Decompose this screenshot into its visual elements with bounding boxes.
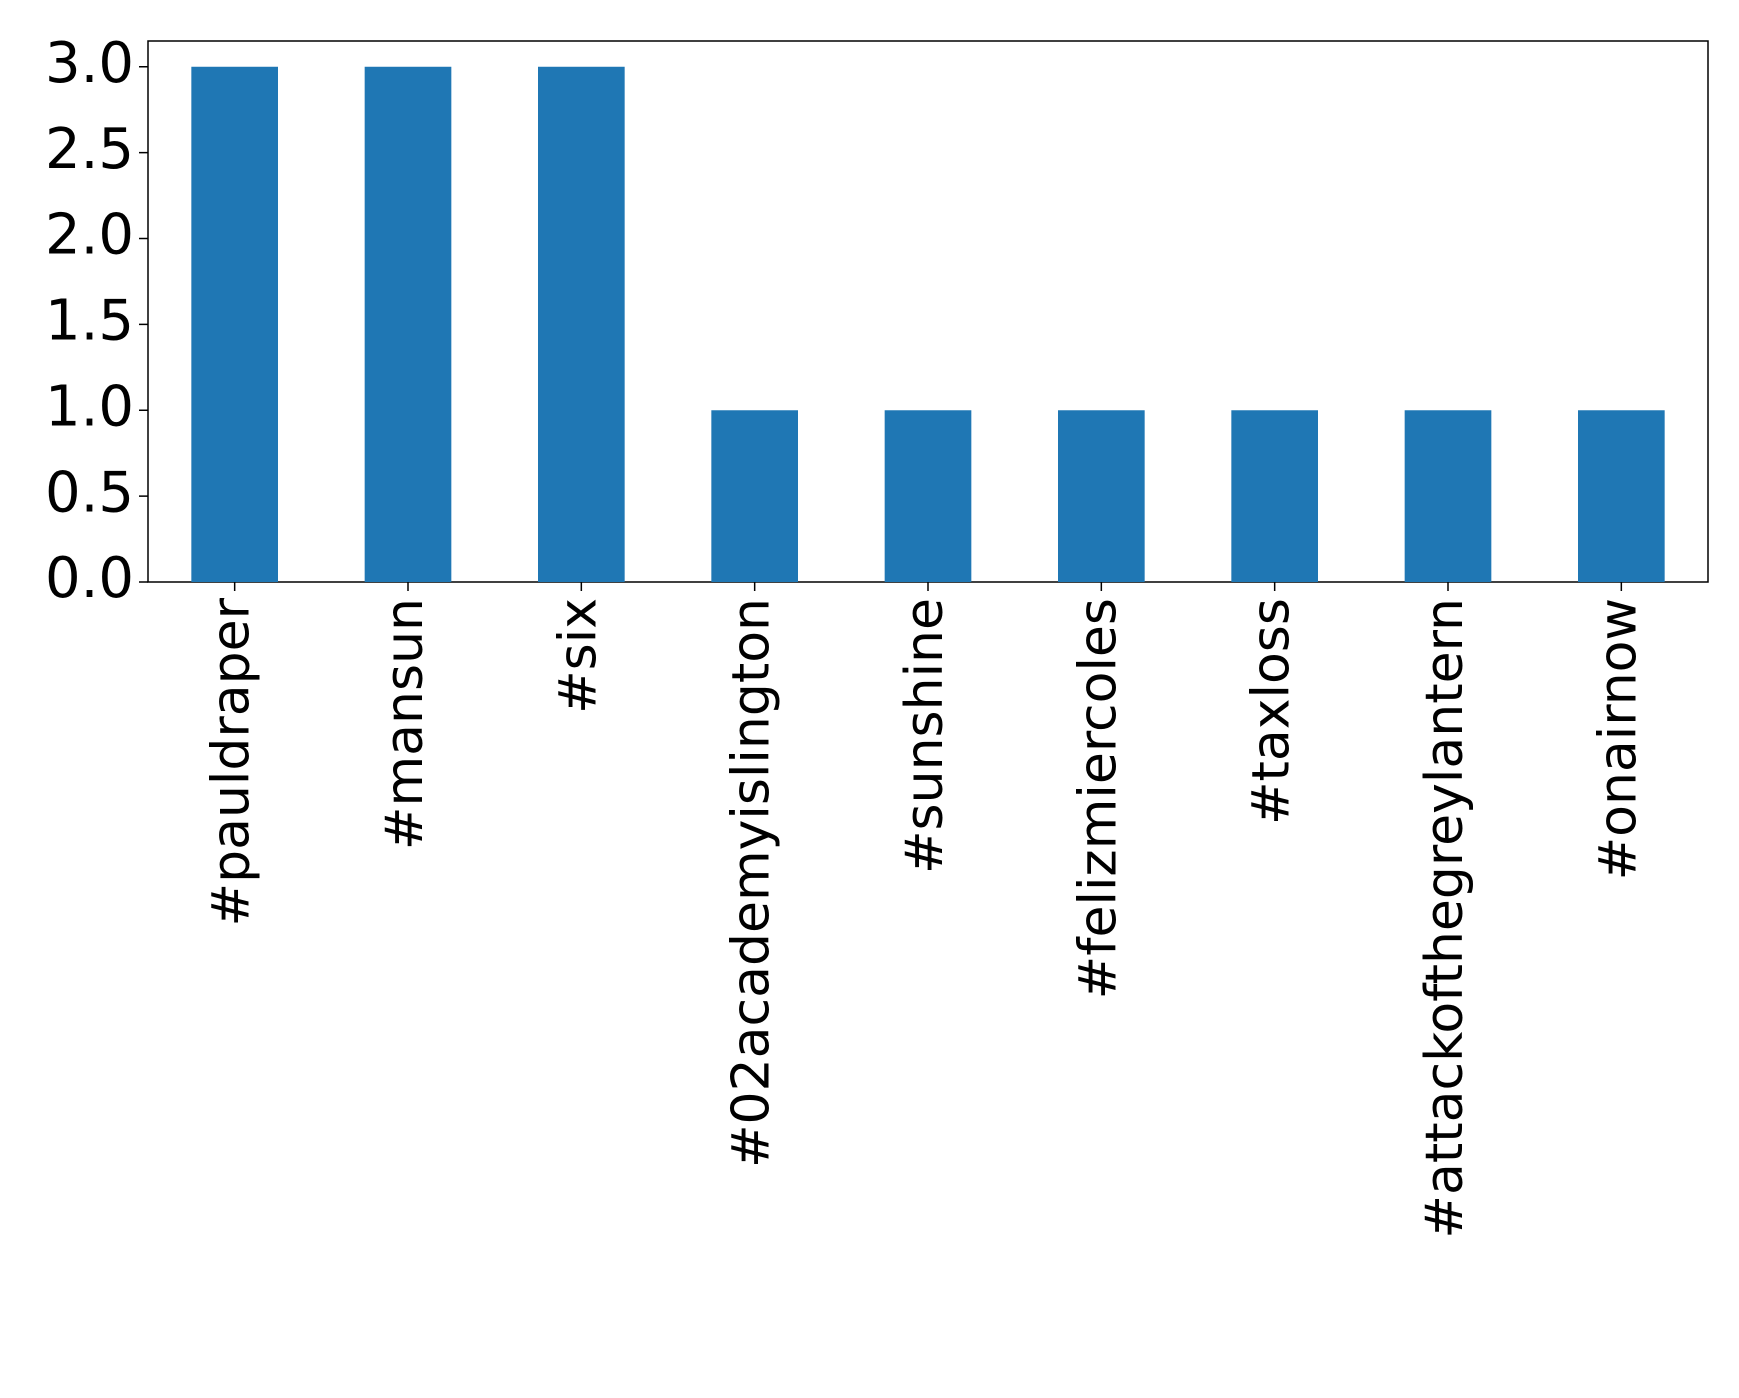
bar xyxy=(364,66,452,582)
y-tick-label: 1.5 xyxy=(45,289,134,354)
x-tick-label: #sunshine xyxy=(895,598,955,874)
x-tick-label: #taxloss xyxy=(1242,598,1302,825)
x-tick-label: #six xyxy=(548,598,608,714)
bar xyxy=(1404,410,1492,582)
bar xyxy=(1231,410,1318,582)
bar xyxy=(711,410,798,582)
y-tick-label: 0.5 xyxy=(45,460,134,525)
y-tick-label: 2.0 xyxy=(45,203,134,268)
y-tick-label: 1.0 xyxy=(45,374,134,439)
x-tick-label: #mansun xyxy=(375,598,435,850)
y-tick-label: 2.5 xyxy=(45,117,134,182)
y-tick-label: 3.0 xyxy=(45,31,134,96)
x-tick-label: #onairnow xyxy=(1588,598,1648,880)
x-tick-label: #pauldraper xyxy=(202,597,262,926)
bar xyxy=(191,66,278,582)
bar xyxy=(1058,410,1145,582)
x-tick-label: #felizmiercoles xyxy=(1068,598,1128,999)
x-tick-label: #02academyislington xyxy=(722,598,782,1168)
bar xyxy=(538,66,625,582)
bar xyxy=(884,410,972,582)
bar xyxy=(1578,410,1665,582)
x-tick-label: #attackofthegreylantern xyxy=(1415,598,1475,1239)
y-tick-label: 0.0 xyxy=(45,546,134,611)
